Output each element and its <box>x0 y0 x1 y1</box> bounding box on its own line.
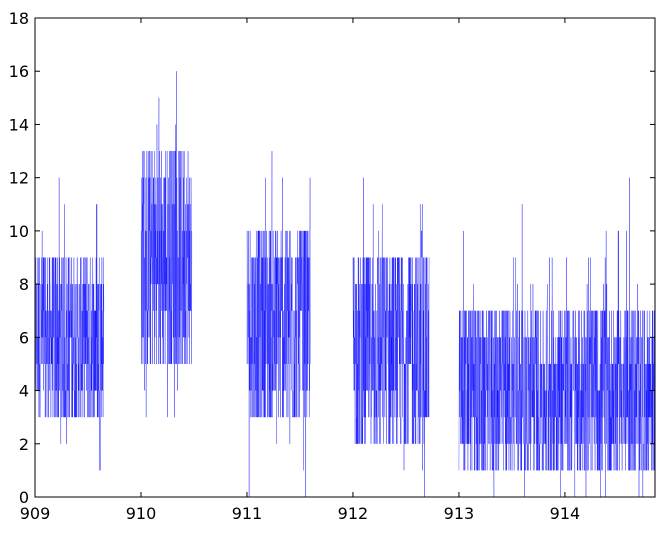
x-tick-label: 912 <box>338 504 369 523</box>
x-tick-label: 909 <box>20 504 51 523</box>
y-tick-label: 16 <box>9 62 29 81</box>
labels-layer: 909 910 911 912 913 914 0 2 4 6 8 10 12 14 16 18 <box>9 9 581 523</box>
plot-background <box>35 18 655 497</box>
series-layer <box>35 71 655 497</box>
y-tick-label: 10 <box>9 222 29 241</box>
y-tick-label: 4 <box>19 382 29 401</box>
y-tick-label: 8 <box>19 275 29 294</box>
x-tick-label: 911 <box>232 504 263 523</box>
series-segment-3 <box>246 151 311 497</box>
y-tick-label: 12 <box>9 169 29 188</box>
y-tick-label: 0 <box>19 488 29 507</box>
y-tick-label: 6 <box>19 328 29 347</box>
y-tick-label: 18 <box>9 9 29 28</box>
series-segment-5 <box>458 177 655 497</box>
x-tick-label: 913 <box>444 504 475 523</box>
series-segment-2 <box>140 71 193 418</box>
y-tick-label: 2 <box>19 435 29 454</box>
series-segment-1 <box>35 177 105 471</box>
series-segment-4 <box>352 177 430 497</box>
y-tick-label: 14 <box>9 115 29 134</box>
plot-frame <box>34 17 656 498</box>
x-tick-label: 910 <box>126 504 157 523</box>
ticks-layer <box>34 17 655 498</box>
x-tick-label: 914 <box>550 504 581 523</box>
